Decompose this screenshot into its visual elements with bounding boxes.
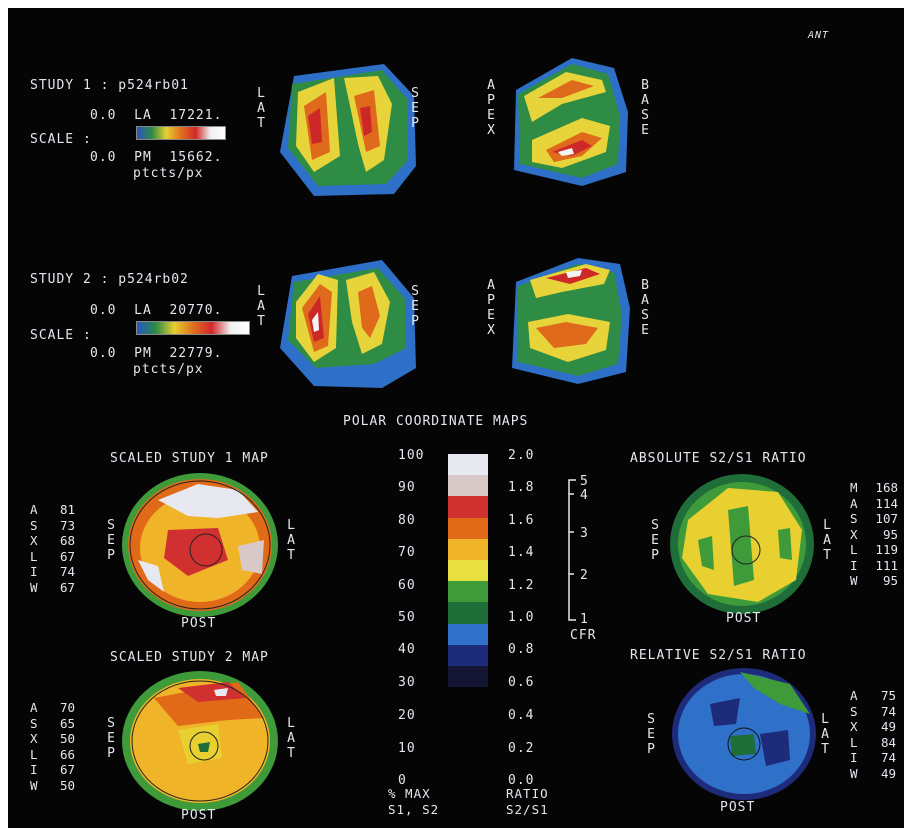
percent-tick: 30 xyxy=(398,675,416,690)
study2-short-axis-image xyxy=(280,260,416,388)
ratio-tick: 1.4 xyxy=(508,545,535,560)
map1-letters: A S X L I W xyxy=(30,502,38,595)
scale-swatch-7 xyxy=(448,581,488,603)
study1-la-line: 0.0 LA 17221. xyxy=(90,108,223,123)
polar-color-scale-bar xyxy=(448,454,488,688)
study2-sep-label: S E P xyxy=(411,284,419,329)
ratio-tick: 2.0 xyxy=(508,448,535,463)
percent-tick: 20 xyxy=(398,708,416,723)
percent-tick: 60 xyxy=(398,578,416,593)
scale-swatch-10 xyxy=(448,644,488,666)
scale-swatch-6 xyxy=(448,559,488,582)
study2-color-scale xyxy=(136,321,250,335)
study1-color-scale xyxy=(136,126,226,140)
study2-title: STUDY 2 : p524rb02 xyxy=(30,272,189,287)
cfr-tick: 3 xyxy=(580,526,589,541)
ratio-tick: 1.2 xyxy=(508,578,535,593)
study1-units: ptcts/px xyxy=(133,166,204,181)
map2-letters: A S X L I W xyxy=(30,700,38,793)
ratio-tick: 0.2 xyxy=(508,741,535,756)
abs-ratio-letters: M A S X L I W xyxy=(850,480,858,588)
map1-values: 81 73 68 67 74 67 xyxy=(60,502,76,595)
ratio-tick: 0.6 xyxy=(508,675,535,690)
scale-swatch-5 xyxy=(448,538,488,560)
abs-ratio-post-label: POST xyxy=(726,611,762,626)
abs-ratio-title: ABSOLUTE S2/S1 RATIO xyxy=(630,451,807,466)
scaled-study1-polar-map xyxy=(122,473,278,617)
map1-title: SCALED STUDY 1 MAP xyxy=(110,451,269,466)
polar-maps-title: POLAR COORDINATE MAPS xyxy=(343,414,529,429)
ratio-tick: 1.6 xyxy=(508,513,535,528)
scale-swatch-1 xyxy=(448,454,488,476)
abs-ratio-sep-label: S E P xyxy=(651,518,659,563)
percent-tick: 90 xyxy=(398,480,416,495)
absolute-ratio-polar-map xyxy=(670,474,814,614)
study2-la-line: 0.0 LA 20770. xyxy=(90,303,223,318)
map2-sep-label: S E P xyxy=(107,716,115,761)
cfr-tick: 5 xyxy=(580,474,589,489)
scale-swatch-3 xyxy=(448,496,488,518)
percent-tick: 0 xyxy=(398,773,407,788)
map2-lat-label: L A T xyxy=(287,716,295,761)
percent-tick: 100 xyxy=(398,448,425,463)
study1-short-axis-image xyxy=(280,64,416,196)
study1-base-label: B A S E xyxy=(641,78,649,138)
percent-tick: 70 xyxy=(398,545,416,560)
rel-ratio-letters: A S X L I W xyxy=(850,688,858,781)
ratio-tick: 0.8 xyxy=(508,642,535,657)
scale-swatch-2 xyxy=(448,475,488,497)
study1-lat-label: L A T xyxy=(257,86,265,131)
study2-long-axis-image xyxy=(512,258,630,384)
scale-swatch-4 xyxy=(448,517,488,539)
study1-title: STUDY 1 : p524rb01 xyxy=(30,78,189,93)
study1-pm-line: 0.0 PM 15662. xyxy=(90,150,223,165)
cfr-label: CFR xyxy=(570,628,597,643)
study2-apex-label: A P E X xyxy=(487,278,495,338)
scaled-study2-polar-map xyxy=(122,671,278,811)
study1-sep-label: S E P xyxy=(411,86,419,131)
rel-ratio-values: 75 74 49 84 74 49 xyxy=(880,688,896,781)
map1-post-label: POST xyxy=(181,616,217,631)
ratio-footer: RATIO S2/S1 xyxy=(506,786,549,817)
ratio-tick: 0.0 xyxy=(508,773,535,788)
percent-tick: 10 xyxy=(398,741,416,756)
corner-label: ANT xyxy=(808,30,830,41)
ratio-tick: 0.4 xyxy=(508,708,535,723)
cfr-bracket xyxy=(568,479,576,621)
cfr-tick: 1 xyxy=(580,612,589,627)
study2-base-label: B A S E xyxy=(641,278,649,338)
study2-pm-line: 0.0 PM 22779. xyxy=(90,346,223,361)
map1-sep-label: S E P xyxy=(107,518,115,563)
map1-lat-label: L A T xyxy=(287,518,295,563)
study1-long-axis-image xyxy=(514,58,628,186)
rel-ratio-title: RELATIVE S2/S1 RATIO xyxy=(630,648,807,663)
abs-ratio-values: 168 114 107 95 119 111 95 xyxy=(875,480,898,588)
scan-display: ANT STUDY 1 : p524rb01 0.0 LA 17221. SCA… xyxy=(8,8,904,828)
scale-swatch-9 xyxy=(448,623,488,645)
map2-title: SCALED STUDY 2 MAP xyxy=(110,650,269,665)
study2-scale-label: SCALE : xyxy=(30,328,92,343)
rel-ratio-sep-label: S E P xyxy=(647,712,655,757)
scale-swatch-8 xyxy=(448,602,488,624)
rel-ratio-lat-label: L A T xyxy=(821,712,829,757)
relative-ratio-polar-map xyxy=(672,668,816,800)
study1-scale-label: SCALE : xyxy=(30,132,92,147)
ratio-tick: 1.0 xyxy=(508,610,535,625)
percent-tick: 80 xyxy=(398,513,416,528)
map2-values: 70 65 50 66 67 50 xyxy=(60,700,76,793)
scale-swatch-11 xyxy=(448,665,488,688)
study2-units: ptcts/px xyxy=(133,362,204,377)
ratio-tick: 1.8 xyxy=(508,480,535,495)
rel-ratio-post-label: POST xyxy=(720,800,756,815)
percent-footer: % MAX S1, S2 xyxy=(388,786,440,817)
cfr-tick: 4 xyxy=(580,488,589,503)
percent-tick: 50 xyxy=(398,610,416,625)
study2-lat-label: L A T xyxy=(257,284,265,329)
cfr-tick: 2 xyxy=(580,568,589,583)
abs-ratio-lat-label: L A T xyxy=(823,518,831,563)
study1-apex-label: A P E X xyxy=(487,78,495,138)
percent-tick: 40 xyxy=(398,642,416,657)
map2-post-label: POST xyxy=(181,808,217,823)
